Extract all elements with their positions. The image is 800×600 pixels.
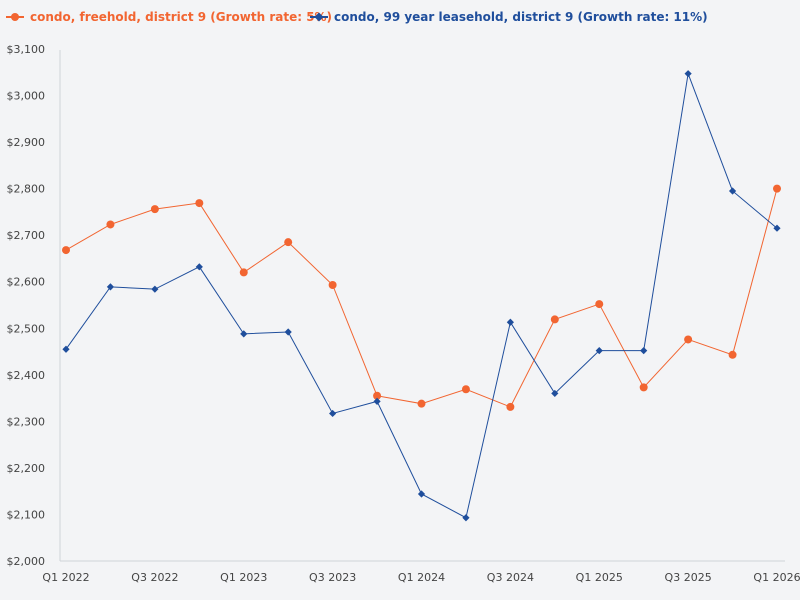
data-point-leasehold[interactable]: [151, 285, 159, 293]
legend-item-leasehold[interactable]: condo, 99 year leasehold, district 9 (Gr…: [310, 10, 708, 24]
x-tick-label: Q1 2024: [398, 571, 445, 584]
data-point-freehold[interactable]: [150, 205, 159, 214]
data-point-freehold[interactable]: [639, 383, 648, 392]
data-point-freehold[interactable]: [684, 335, 693, 344]
data-point-leasehold[interactable]: [684, 70, 692, 78]
data-point-freehold[interactable]: [328, 280, 337, 289]
data-point-freehold[interactable]: [417, 399, 426, 408]
y-tick-label: $2,100: [7, 508, 46, 521]
data-point-leasehold[interactable]: [106, 283, 115, 291]
y-tick-label: $2,400: [7, 369, 46, 382]
y-tick-label: $2,800: [7, 183, 46, 196]
data-point-freehold[interactable]: [728, 350, 737, 359]
x-tick-label: Q1 2022: [42, 571, 89, 584]
x-tick-label: Q1 2023: [220, 571, 267, 584]
data-point-freehold[interactable]: [595, 300, 604, 309]
series-line-freehold: [65, 188, 778, 408]
data-point-leasehold[interactable]: [462, 514, 470, 522]
y-tick-label: $2,500: [7, 322, 46, 335]
x-tick-label: Q3 2023: [309, 571, 356, 584]
series-leasehold: [62, 70, 781, 522]
y-tick-label: $2,000: [7, 555, 46, 568]
legend-item-freehold[interactable]: condo, freehold, district 9 (Growth rate…: [6, 10, 332, 24]
legend-label-leasehold: condo, 99 year leasehold, district 9 (Gr…: [334, 10, 708, 24]
series-line-leasehold: [65, 71, 778, 519]
data-point-freehold[interactable]: [284, 238, 293, 247]
data-point-freehold[interactable]: [62, 246, 70, 255]
data-point-leasehold[interactable]: [506, 318, 514, 326]
data-point-freehold[interactable]: [773, 184, 781, 193]
data-point-freehold[interactable]: [550, 315, 559, 324]
y-tick-label: $3,100: [7, 43, 46, 56]
data-point-leasehold[interactable]: [284, 328, 292, 336]
data-point-leasehold[interactable]: [595, 347, 603, 355]
y-tick-label: $3,000: [7, 90, 46, 103]
legend-marker-freehold: [11, 13, 19, 21]
x-axis-ticks: Q1 2022 Q3 2022 Q1 2023 Q3 2023 Q1 2024 Q3 20…: [42, 571, 800, 584]
data-point-freehold[interactable]: [506, 402, 515, 411]
data-point-leasehold[interactable]: [773, 224, 781, 232]
data-point-leasehold[interactable]: [417, 490, 426, 498]
data-point-freehold[interactable]: [373, 391, 382, 400]
y-tick-label: $2,700: [7, 229, 46, 242]
y-tick-label: $2,600: [7, 276, 46, 289]
data-point-leasehold[interactable]: [551, 389, 559, 398]
data-point-leasehold[interactable]: [373, 397, 381, 405]
x-tick-label: Q3 2022: [131, 571, 178, 584]
data-point-leasehold[interactable]: [728, 187, 737, 195]
data-point-freehold[interactable]: [461, 385, 470, 394]
x-tick-label: Q3 2024: [487, 571, 534, 584]
y-tick-label: $2,900: [7, 136, 46, 149]
x-tick-label: Q1 2026: [753, 571, 800, 584]
data-point-leasehold[interactable]: [329, 409, 337, 418]
data-point-freehold[interactable]: [239, 268, 248, 277]
data-point-freehold[interactable]: [106, 220, 115, 229]
x-tick-label: Q1 2025: [576, 571, 623, 584]
data-point-freehold[interactable]: [195, 199, 204, 208]
y-tick-label: $2,200: [7, 462, 46, 475]
series-layer: [62, 70, 781, 522]
y-tick-label: $2,300: [7, 415, 46, 428]
legend-label-freehold: condo, freehold, district 9 (Growth rate…: [30, 10, 332, 24]
series-freehold: [62, 184, 781, 411]
data-point-leasehold[interactable]: [640, 347, 648, 355]
data-point-leasehold[interactable]: [240, 330, 248, 338]
data-point-leasehold[interactable]: [62, 345, 70, 353]
legend-marker-leasehold: [314, 12, 324, 22]
x-tick-label: Q3 2025: [665, 571, 712, 584]
y-axis-ticks: $2,000 $2,100 $2,200 $2,300 $2,400 $2,500 $2,6…: [7, 43, 46, 568]
data-point-leasehold[interactable]: [195, 263, 203, 271]
legend: condo, freehold, district 9 (Growth rate…: [6, 10, 708, 24]
